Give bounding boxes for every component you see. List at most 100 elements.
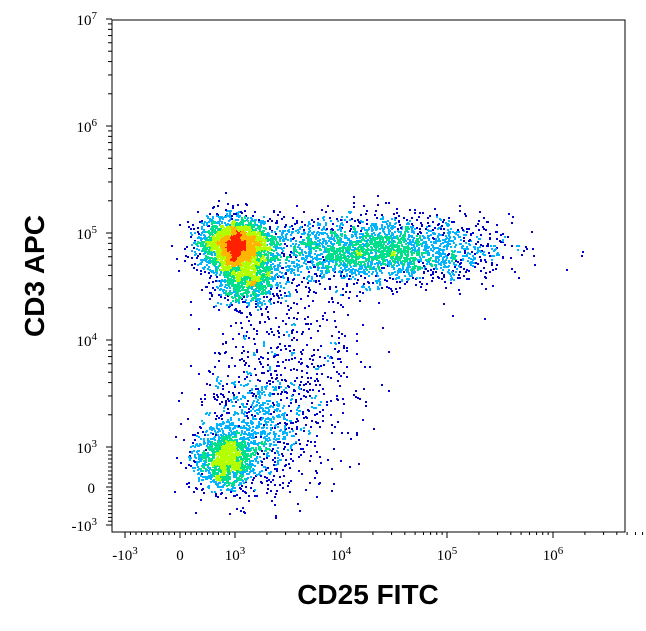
event-dot	[194, 232, 196, 234]
event-dot	[212, 260, 214, 262]
event-dot	[405, 240, 407, 242]
event-dot	[323, 276, 325, 278]
event-dot	[365, 260, 367, 262]
event-dot	[269, 252, 271, 254]
event-dot	[236, 310, 238, 312]
event-dot	[260, 308, 262, 310]
event-dot	[255, 284, 257, 286]
event-dot	[203, 247, 205, 249]
event-dot	[252, 264, 254, 266]
event-dot	[259, 306, 261, 308]
event-dot	[247, 254, 249, 256]
event-dot	[230, 237, 232, 239]
event-dot	[434, 208, 436, 210]
event-dot	[201, 250, 203, 252]
event-dot	[233, 213, 235, 215]
event-dot	[215, 261, 217, 263]
event-dot	[263, 279, 265, 281]
event-dot	[389, 274, 391, 276]
event-dot	[218, 228, 220, 230]
event-dot	[258, 221, 260, 223]
event-dot	[211, 249, 213, 251]
event-dot	[261, 302, 263, 304]
event-dot	[244, 301, 246, 303]
event-dot	[242, 235, 244, 237]
event-dot	[293, 272, 295, 274]
event-dot	[179, 224, 181, 226]
event-dot	[250, 221, 252, 223]
event-dot	[256, 287, 258, 289]
event-dot	[312, 258, 314, 260]
event-dot	[257, 303, 259, 305]
event-dot	[247, 217, 249, 219]
event-dot	[375, 270, 377, 272]
event-dot	[252, 281, 254, 283]
event-dot	[240, 223, 242, 225]
event-dot	[197, 245, 199, 247]
event-dot	[240, 293, 242, 295]
event-dot	[424, 245, 426, 247]
event-dot	[371, 235, 373, 237]
event-dot	[453, 221, 455, 223]
event-dot	[261, 234, 263, 236]
event-dot	[234, 265, 236, 267]
event-dot	[240, 211, 242, 213]
event-dot	[301, 243, 303, 245]
event-dot	[243, 220, 245, 222]
event-dot	[313, 264, 315, 266]
event-dot	[450, 282, 452, 284]
event-dot	[435, 247, 437, 249]
event-dot	[215, 251, 217, 253]
event-dot	[220, 236, 222, 238]
event-dot	[220, 261, 222, 263]
event-dot	[209, 298, 211, 300]
event-dot	[311, 219, 313, 221]
event-dot	[244, 289, 246, 291]
event-dot	[415, 284, 417, 286]
event-dot	[466, 278, 468, 280]
event-dot	[307, 295, 309, 297]
event-dot	[239, 279, 241, 281]
event-dot	[264, 222, 266, 224]
event-dot	[258, 219, 260, 221]
event-dot	[216, 213, 218, 215]
event-dot	[325, 240, 327, 242]
event-dot	[234, 284, 236, 286]
event-dot	[252, 257, 254, 259]
event-dot	[239, 252, 241, 254]
event-dot	[197, 231, 199, 233]
event-dot	[394, 226, 396, 228]
event-dot	[203, 229, 205, 231]
event-dot	[223, 237, 225, 239]
event-dot	[193, 267, 195, 269]
event-dot	[234, 221, 236, 223]
event-dot	[204, 245, 206, 247]
event-dot	[280, 302, 282, 304]
event-dot	[236, 234, 238, 236]
event-dot	[349, 271, 351, 273]
event-dot	[212, 216, 214, 218]
event-dot	[209, 234, 211, 236]
event-dot	[230, 252, 232, 254]
event-dot	[315, 238, 317, 240]
event-dot	[243, 277, 245, 279]
event-dot	[251, 236, 253, 238]
event-dot	[324, 232, 326, 234]
event-dot	[432, 221, 434, 223]
event-dot	[259, 225, 261, 227]
event-dot	[197, 227, 199, 229]
event-dot	[247, 276, 249, 278]
event-dot	[211, 295, 213, 297]
event-dot	[219, 274, 221, 276]
event-dot	[208, 262, 210, 264]
event-dot	[187, 221, 189, 223]
event-dot	[241, 278, 243, 280]
event-dot	[226, 304, 228, 306]
event-dot	[256, 250, 258, 252]
event-dot	[214, 289, 216, 291]
event-dot	[290, 240, 292, 242]
event-dot	[227, 278, 229, 280]
event-dot	[209, 213, 211, 215]
event-dot	[256, 234, 258, 236]
event-dot	[255, 306, 257, 308]
